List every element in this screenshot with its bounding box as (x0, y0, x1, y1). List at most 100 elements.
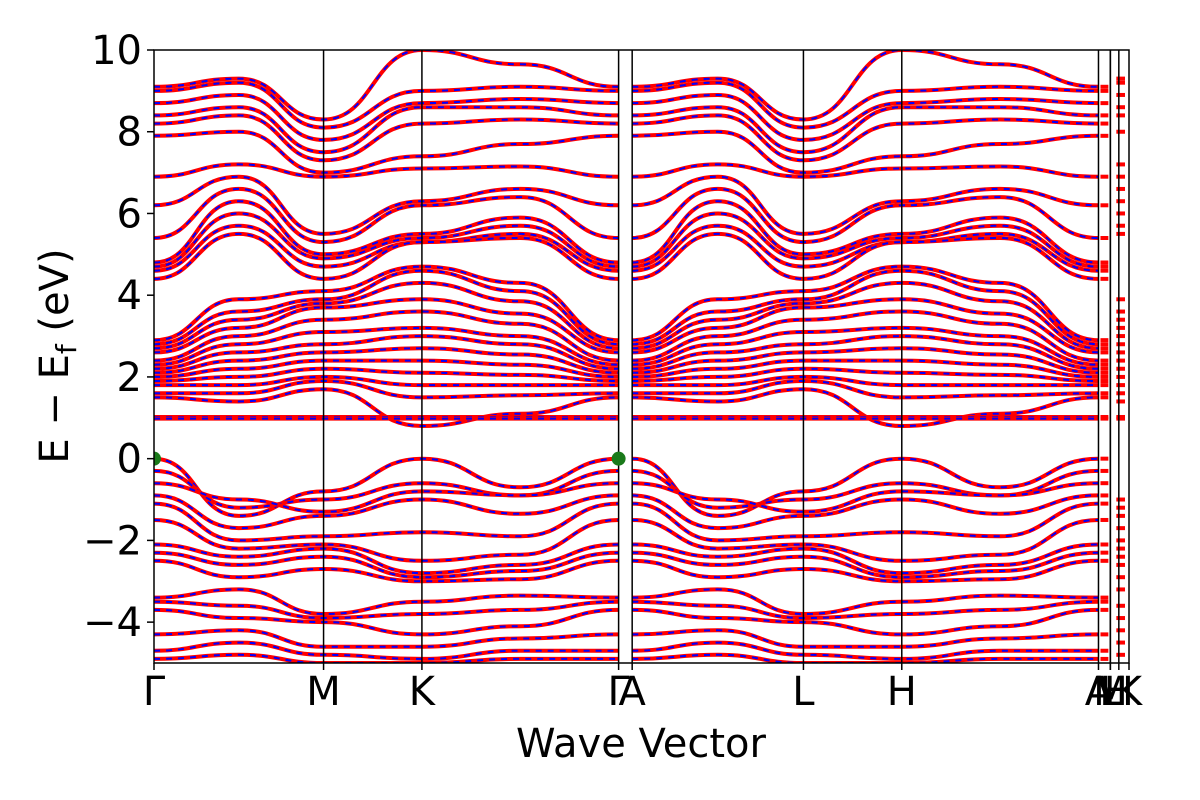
band-line-blue-10-0 (154, 212, 619, 268)
x-tick-label-11: K (1116, 669, 1144, 715)
band-line-blue-31-1 (632, 494, 1099, 530)
band-line-blue-34-1 (632, 543, 1099, 575)
band-line-blue-20-1 (632, 347, 1099, 374)
y-tick-label-4: 4 (117, 273, 142, 319)
band-line-blue-12-1 (632, 232, 1099, 280)
x-axis-label: Wave Vector (516, 721, 767, 767)
vbm-marker-1 (611, 451, 626, 466)
band-line-blue-39-1 (632, 608, 1099, 636)
band-line-blue-0-1 (632, 50, 1099, 121)
band-line-blue-23-1 (632, 375, 1099, 387)
x-tick-label-9: M (1093, 669, 1128, 715)
vbm-marker-0 (154, 451, 161, 466)
band-line-blue-3-1 (632, 106, 1099, 154)
band-line-blue-32-0 (154, 502, 619, 542)
band-line-blue-22-0 (154, 367, 619, 382)
band-line-blue-1-0 (154, 81, 619, 129)
band-line-blue-6-0 (154, 163, 619, 178)
y-axis-label-subscript: f (50, 343, 83, 354)
band-line-blue-29-1 (632, 469, 1099, 509)
band-line-blue-39-0 (154, 608, 619, 636)
band-line-blue-9-1 (632, 200, 1099, 264)
band-line-blue-28-0 (154, 457, 619, 517)
band-line-blue-5-1 (632, 130, 1099, 174)
y-axis-label: E − Ef (eV) (32, 248, 83, 463)
x-tick-label-6: H (887, 669, 917, 715)
band-line-blue-33-0 (154, 519, 619, 562)
band-line-blue-21-0 (154, 359, 619, 378)
x-tick-label-5: L (792, 669, 815, 715)
band-line-blue-1-1 (632, 81, 1099, 129)
x-tick-label-1: M (306, 669, 341, 715)
band-line-blue-35-0 (154, 551, 619, 579)
band-line-blue-0-0 (154, 50, 619, 121)
band-line-blue-37-0 (154, 588, 619, 616)
band-line-blue-14-0 (154, 269, 619, 346)
band-line-blue-36-0 (154, 559, 619, 583)
y-axis-label-unit: (eV) (32, 248, 78, 344)
band-line-blue-13-1 (632, 265, 1099, 342)
vbm-markers (154, 451, 626, 466)
plot-frame (153, 49, 1130, 664)
band-line-blue-9-0 (154, 200, 619, 264)
band-line-blue-16-0 (154, 298, 619, 354)
band-line-blue-10-1 (632, 212, 1099, 268)
y-tick-label-2: 0 (117, 437, 142, 483)
band-line-red-41-1 (632, 640, 1099, 661)
band-line-blue-7-0 (154, 175, 619, 235)
band-line-blue-16-1 (632, 298, 1099, 354)
band-line-blue-38-0 (154, 600, 619, 620)
band-line-blue-15-1 (632, 281, 1099, 350)
band-line-blue-11-0 (154, 224, 619, 272)
y-tick-label-7: 10 (91, 28, 142, 74)
y-tick-label-1: −2 (83, 518, 142, 564)
band-line-blue-17-1 (632, 310, 1099, 362)
band-line-blue-3-0 (154, 106, 619, 154)
band-line-blue-8-0 (154, 187, 619, 244)
band-line-blue-5-0 (154, 130, 619, 174)
y-tick-label-5: 6 (117, 191, 142, 237)
band-line-blue-6-1 (632, 163, 1099, 178)
band-line-blue-41-0 (154, 641, 619, 660)
band-line-blue-12-0 (154, 232, 619, 280)
x-tick-label-2: K (409, 669, 437, 715)
band-line-blue-23-0 (154, 375, 619, 387)
band-line-blue-13-0 (154, 265, 619, 342)
x-tick-label-8: L (1099, 669, 1122, 715)
x-tick-label-10: H (1104, 669, 1134, 715)
y-axis-label-main: E − E (32, 354, 78, 464)
band-line-blue-42-0 (154, 653, 619, 663)
band-line-blue-19-1 (632, 335, 1099, 370)
band-line-blue-24-0 (154, 379, 619, 399)
band-line-blue-4-0 (154, 114, 619, 162)
band-line-blue-42-1 (632, 653, 1099, 663)
x-tick-label-4: A (618, 669, 646, 715)
band-line-blue-11-1 (632, 224, 1099, 272)
band-line-blue-33-1 (632, 519, 1099, 562)
band-line-blue-31-0 (154, 494, 619, 530)
band-line-blue-35-1 (632, 551, 1099, 579)
band-line-blue-21-1 (632, 359, 1099, 378)
band-line-blue-36-1 (632, 559, 1099, 583)
y-tick-label-6: 8 (117, 110, 142, 156)
band-line-blue-18-0 (154, 326, 619, 366)
x-tick-label-3: Γ (607, 669, 630, 715)
band-line-blue-22-1 (632, 367, 1099, 382)
band-line-blue-34-0 (154, 543, 619, 575)
band-line-blue-25-1 (632, 388, 1099, 428)
band-line-blue-24-1 (632, 379, 1099, 399)
y-tick-label-0: −4 (83, 600, 142, 646)
band-line-blue-30-0 (154, 482, 619, 513)
band-line-blue-40-1 (632, 629, 1099, 648)
band-line-red-7-1 (632, 174, 1099, 236)
band-line-red-15-0 (154, 280, 619, 351)
band-line-blue-17-0 (154, 310, 619, 362)
band-line-blue-28-1 (632, 457, 1099, 517)
band-line-blue-30-1 (632, 482, 1099, 513)
band-line-blue-20-0 (154, 347, 619, 374)
y-tick-label-3: 2 (117, 355, 142, 401)
band-line-blue-37-1 (632, 588, 1099, 616)
band-line-blue-4-1 (632, 114, 1099, 162)
